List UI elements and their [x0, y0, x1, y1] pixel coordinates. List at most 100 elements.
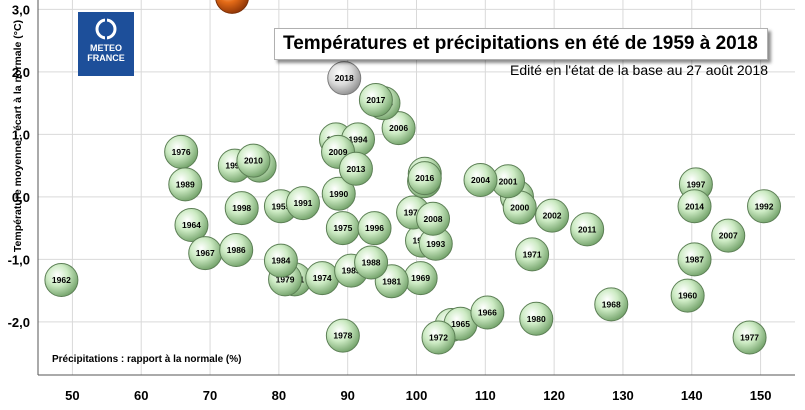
point-bubble [677, 242, 712, 277]
data-point-1976: 1976 [164, 134, 199, 169]
point-bubble [747, 189, 782, 224]
axis-ticks: 50 60 70 80 90 100 110 120 130 140 150 3,0 2,0 1,0 0,0… [8, 2, 772, 403]
data-point-2013: 2013 [338, 151, 373, 186]
point-bubble [421, 320, 456, 355]
x-tick-label: 90 [340, 388, 354, 403]
point-year-label: 1994 [349, 134, 368, 144]
y-tick-label: 2,0 [12, 65, 30, 80]
data-point-1996: 1996 [357, 211, 392, 246]
x-tick-label: 100 [406, 388, 428, 403]
point-year-label: 2000 [510, 203, 529, 213]
data-point-1960: 1960 [670, 278, 705, 313]
point-year-label: 2013 [346, 164, 365, 174]
data-point-2011: 2011 [570, 212, 605, 247]
point-bubble [327, 61, 362, 96]
data-point-2014: 2014 [677, 189, 712, 224]
point-bubble [263, 243, 298, 278]
data-point-1964: 1964 [174, 208, 209, 242]
x-tick-label: 140 [681, 388, 703, 403]
point-year-label: 1993 [426, 239, 445, 249]
data-point-2018: 2018 [327, 61, 362, 96]
x-tick-label: 120 [543, 388, 565, 403]
data-point-2007: 2007 [711, 218, 746, 253]
points-layer: 1959196019611962196319641965196619671968… [44, 0, 782, 355]
point-year-label: 1987 [685, 254, 704, 264]
point-year-label: 2016 [415, 173, 434, 183]
point-year-label: 1969 [411, 273, 430, 283]
point-bubble [174, 208, 209, 242]
point-bubble [732, 320, 767, 355]
data-point-1988: 1988 [354, 245, 389, 280]
point-year-label: 1988 [362, 258, 381, 268]
y-tick-label: 1,0 [12, 127, 30, 142]
point-year-label: 1989 [176, 179, 195, 189]
data-point-1977: 1977 [732, 320, 767, 355]
point-year-label: 1975 [333, 223, 352, 233]
data-point-1969: 1969 [403, 261, 438, 296]
data-point-2004: 2004 [463, 163, 498, 197]
y-axis-label: Température moyenne : écart à la normale… [12, 19, 24, 253]
data-point-1966: 1966 [470, 295, 505, 330]
point-year-label: 1991 [293, 198, 312, 208]
point-year-label: 1985 [342, 266, 361, 276]
data-point-1987: 1987 [677, 242, 712, 277]
point-year-label: 1979 [276, 274, 295, 284]
point-bubble [677, 189, 712, 224]
point-year-label: 1978 [333, 331, 352, 341]
data-point-2017: 2017 [358, 83, 393, 117]
data-point-1984: 1984 [263, 243, 298, 278]
point-year-label: 1995 [225, 161, 244, 171]
point-bubble [535, 198, 570, 233]
point-year-label: 1997 [686, 179, 705, 189]
chart-title: Températures et précipitations en été de… [274, 28, 768, 60]
y-tick-label: 3,0 [12, 2, 30, 17]
point-year-label: 2009 [329, 147, 348, 157]
point-year-label: 1965 [451, 319, 470, 329]
data-point-1986: 1986 [219, 233, 254, 267]
point-year-label: 1960 [678, 291, 697, 301]
point-year-label: 1986 [227, 245, 246, 255]
point-bubble [470, 295, 505, 330]
point-year-label: 1974 [313, 273, 332, 283]
point-bubble [515, 237, 550, 272]
point-year-label: 1972 [429, 333, 448, 343]
point-bubble [338, 151, 373, 186]
point-bubble [168, 167, 203, 202]
data-point-2002: 2002 [535, 198, 570, 233]
point-year-label: 1971 [523, 249, 542, 259]
data-point-2001: 2001 [491, 164, 526, 199]
data-point-1992: 1992 [747, 189, 782, 224]
point-bubble [354, 245, 389, 280]
point-year-label: 1973 [404, 208, 423, 218]
point-bubble [285, 186, 320, 221]
point-bubble [670, 278, 705, 313]
point-year-label: 1998 [232, 203, 251, 213]
point-year-label: 1990 [329, 189, 348, 199]
point-year-label: 1992 [755, 201, 774, 211]
x-axis-label: Précipitations : rapport à la normale (%… [52, 354, 242, 365]
x-tick-label: 130 [612, 388, 634, 403]
data-point-1975: 1975 [325, 211, 360, 246]
point-year-label: 1959 [271, 201, 290, 211]
point-year-label: 1968 [602, 299, 621, 309]
point-bubble [357, 211, 392, 246]
point-bubble [711, 218, 746, 253]
data-point-1968: 1968 [594, 287, 629, 322]
point-year-label: 2011 [578, 224, 597, 234]
data-point-1991: 1991 [285, 186, 320, 221]
x-tick-label: 150 [750, 388, 772, 403]
point-bubble [416, 201, 451, 236]
x-tick-label: 60 [134, 388, 148, 403]
point-year-label: 2010 [244, 156, 263, 166]
point-bubble [407, 161, 442, 196]
point-year-label: 2017 [366, 95, 385, 105]
point-year-label: 1980 [527, 314, 546, 324]
point-bubble [219, 233, 254, 267]
point-bubble [463, 163, 498, 197]
point-year-label: 2006 [389, 123, 408, 133]
point-bubble [519, 301, 554, 336]
point-bubble [224, 191, 259, 226]
chart-subtitle: Edité en l'état de la base au 27 août 20… [510, 62, 768, 78]
data-point-1971: 1971 [515, 237, 550, 272]
data-point-1978: 1978 [325, 318, 360, 353]
